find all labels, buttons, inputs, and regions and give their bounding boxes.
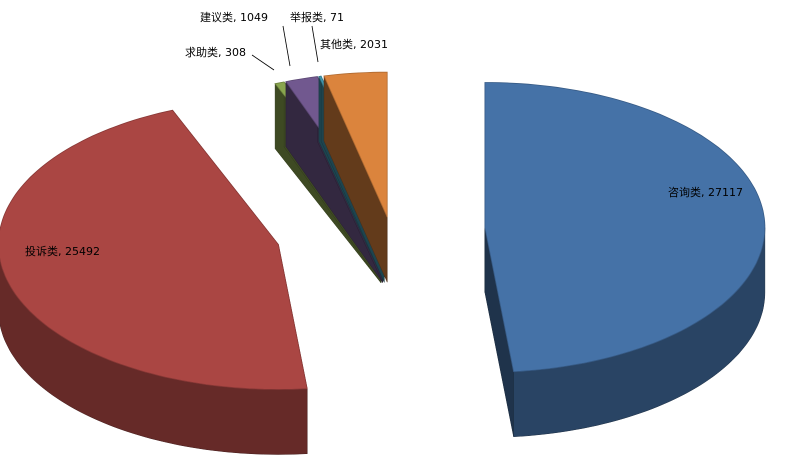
data-label: 求助类, 308 [185,45,246,59]
leader-line [251,54,275,71]
data-label: 举报类, 71 [290,10,344,24]
data-label: 投诉类, 25492 [25,244,100,258]
data-label: 建议类, 1049 [200,10,268,24]
slice [484,82,766,373]
leader-line [311,25,319,63]
slice [484,82,766,437]
slice [0,109,308,455]
slice [323,71,388,218]
slice [323,71,388,283]
slice [0,109,308,390]
data-label: 其他类, 2031 [320,37,388,51]
data-label: 咨询类, 27117 [668,185,743,199]
leader-line [282,25,291,67]
